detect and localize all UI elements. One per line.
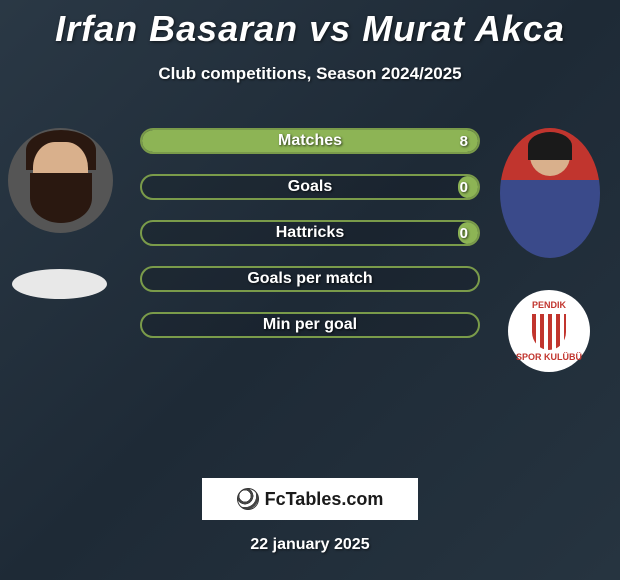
stat-bar: Hattricks0 xyxy=(140,220,480,246)
stat-bar: Goals per match xyxy=(140,266,480,292)
player-right-avatar xyxy=(500,128,600,258)
infographic-date: 22 january 2025 xyxy=(0,536,620,554)
soccer-ball-icon xyxy=(237,488,259,510)
brand-badge: FcTables.com xyxy=(202,478,418,520)
brand-text: FcTables.com xyxy=(265,489,384,510)
stat-bars: Matches8Goals0Hattricks0Goals per matchM… xyxy=(140,128,480,358)
player-right-club-logo: PENDIK SPOR KULÜBÜ xyxy=(508,290,590,372)
club-right-name-top: PENDIK xyxy=(514,300,584,310)
club-right-name-bot: SPOR KULÜBÜ xyxy=(514,352,584,362)
club-right-shield-icon xyxy=(532,314,566,350)
stat-bar: Goals0 xyxy=(140,174,480,200)
page-subtitle: Club competitions, Season 2024/2025 xyxy=(0,50,620,84)
player-left-column xyxy=(8,128,113,299)
stat-bar-value-right: 0 xyxy=(450,176,478,198)
player-right-column: PENDIK SPOR KULÜBÜ xyxy=(500,128,600,372)
stat-bar-value-right: 0 xyxy=(450,222,478,244)
stat-bar-value-right: 8 xyxy=(450,130,478,152)
stat-bar: Matches8 xyxy=(140,128,480,154)
stat-bar-label: Goals xyxy=(142,176,478,198)
player-left-club-logo xyxy=(12,269,107,299)
stat-bar-label: Min per goal xyxy=(142,314,478,336)
comparison-panel: PENDIK SPOR KULÜBÜ Matches8Goals0Hattric… xyxy=(0,116,620,466)
player-left-avatar xyxy=(8,128,113,233)
page-title: Irfan Basaran vs Murat Akca xyxy=(0,0,620,50)
stat-bar-label: Matches xyxy=(142,130,478,152)
stat-bar: Min per goal xyxy=(140,312,480,338)
stat-bar-label: Goals per match xyxy=(142,268,478,290)
stat-bar-label: Hattricks xyxy=(142,222,478,244)
